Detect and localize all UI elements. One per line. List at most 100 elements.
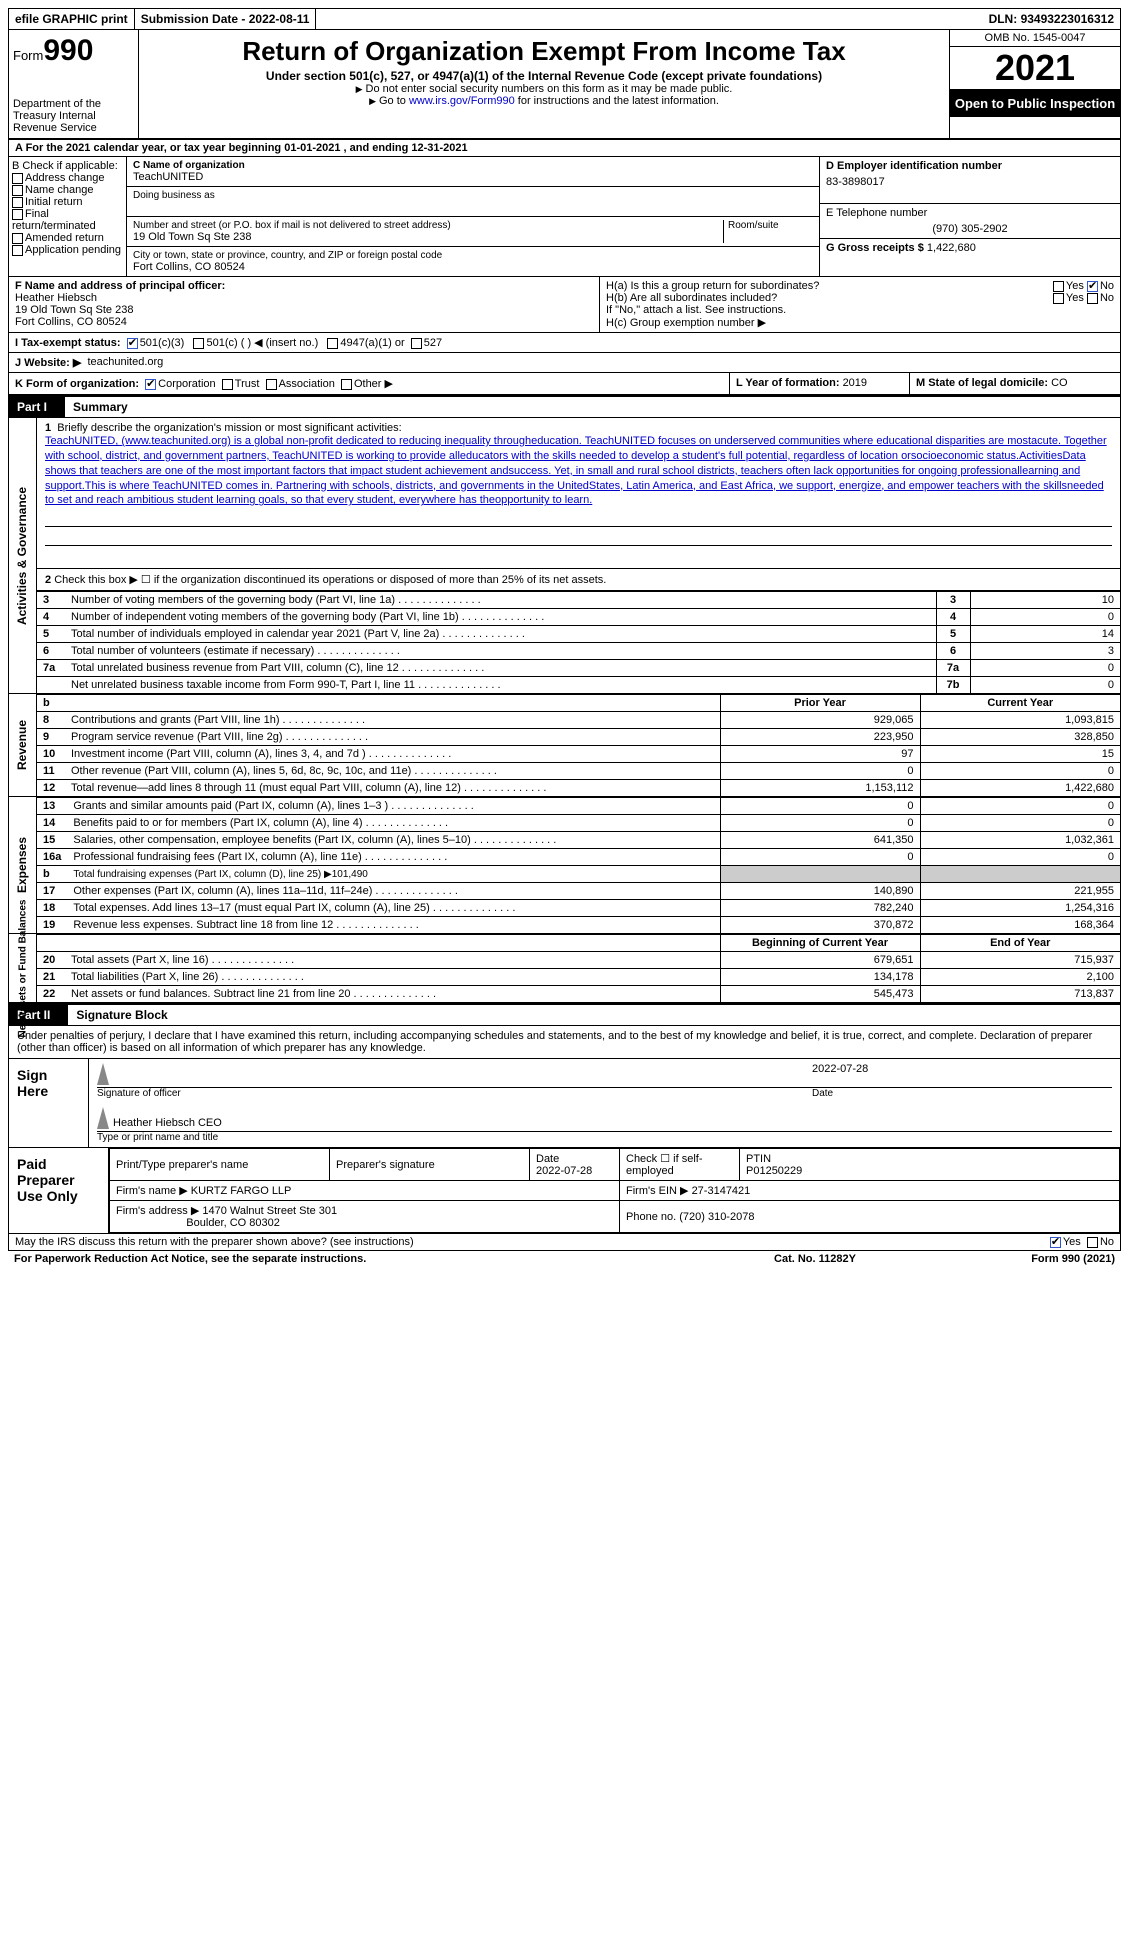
cb-name-change[interactable]: Name change bbox=[12, 184, 123, 196]
org-name-cell: C Name of organization TeachUNITED bbox=[127, 157, 819, 187]
header-mid: Return of Organization Exempt From Incom… bbox=[139, 30, 950, 138]
table-row: Firm's address ▶ 1470 Walnut Street Ste … bbox=[110, 1201, 1120, 1233]
net-tab: Net Assets or Fund Balances bbox=[9, 934, 37, 1002]
hb-yes[interactable]: Yes bbox=[1053, 292, 1084, 304]
header-right: OMB No. 1545-0047 2021 Open to Public In… bbox=[950, 30, 1120, 138]
cb-other[interactable]: Other ▶ bbox=[341, 378, 393, 390]
cb-corp[interactable]: Corporation bbox=[145, 378, 215, 390]
table-row: 15Salaries, other compensation, employee… bbox=[37, 832, 1120, 849]
firm-ein: 27-3147421 bbox=[692, 1185, 751, 1197]
discuss-yes[interactable]: Yes bbox=[1050, 1236, 1081, 1248]
dln: DLN: 93493223016312 bbox=[983, 9, 1120, 29]
table-row: 21Total liabilities (Part X, line 26)134… bbox=[37, 969, 1120, 986]
table-row: 9Program service revenue (Part VIII, lin… bbox=[37, 729, 1120, 746]
dba-cell: Doing business as bbox=[127, 187, 819, 217]
firm-phone: (720) 310-2078 bbox=[679, 1211, 754, 1223]
gov-table: 3Number of voting members of the governi… bbox=[37, 591, 1120, 693]
goto-note: Go to www.irs.gov/Form990 for instructio… bbox=[143, 95, 945, 107]
sign-date: 2022-07-28 bbox=[812, 1063, 1112, 1085]
gov-tab: Activities & Governance bbox=[9, 418, 37, 693]
ha-no[interactable]: No bbox=[1087, 280, 1114, 292]
submission-date: Submission Date - 2022-08-11 bbox=[135, 9, 317, 29]
declaration: Under penalties of perjury, I declare th… bbox=[9, 1026, 1120, 1059]
org-name: TeachUNITED bbox=[133, 171, 813, 183]
expenses-table: 13Grants and similar amounts paid (Part … bbox=[37, 797, 1120, 933]
table-row: 17Other expenses (Part IX, column (A), l… bbox=[37, 883, 1120, 900]
ein-cell: D Employer identification number 83-3898… bbox=[820, 157, 1120, 204]
firm-name: KURTZ FARGO LLP bbox=[191, 1185, 292, 1197]
paid-preparer: Paid Preparer Use Only Print/Type prepar… bbox=[9, 1147, 1120, 1233]
hb-no[interactable]: No bbox=[1087, 292, 1114, 304]
ssn-note: Do not enter social security numbers on … bbox=[143, 83, 945, 95]
section-bcd: B Check if applicable: Address change Na… bbox=[8, 157, 1121, 277]
open-inspection: Open to Public Inspection bbox=[950, 90, 1120, 117]
net-table: Beginning of Current YearEnd of Year20To… bbox=[37, 934, 1120, 1002]
table-row: 12Total revenue—add lines 8 through 11 (… bbox=[37, 780, 1120, 797]
revenue-tab: Revenue bbox=[9, 694, 37, 796]
city-state-zip: Fort Collins, CO 80524 bbox=[133, 261, 813, 273]
table-row: 11Other revenue (Part VIII, column (A), … bbox=[37, 763, 1120, 780]
irs-link[interactable]: www.irs.gov/Form990 bbox=[409, 95, 515, 107]
principal-officer: F Name and address of principal officer:… bbox=[9, 277, 600, 332]
table-row: 16aProfessional fundraising fees (Part I… bbox=[37, 849, 1120, 866]
mission-text: TeachUNITED, (www.teachunited.org) is a … bbox=[45, 434, 1112, 508]
cb-501c3[interactable]: 501(c)(3) bbox=[127, 337, 185, 349]
cb-final-return[interactable]: Final return/terminated bbox=[12, 208, 123, 232]
cb-501c[interactable]: 501(c) ( ) ◀ (insert no.) bbox=[193, 337, 318, 349]
table-row: 6Total number of volunteers (estimate if… bbox=[37, 643, 1120, 660]
discuss-no[interactable]: No bbox=[1087, 1236, 1114, 1248]
row-fh: F Name and address of principal officer:… bbox=[8, 277, 1121, 333]
address-cell: Number and street (or P.O. box if mail i… bbox=[127, 217, 819, 247]
city-cell: City or town, state or province, country… bbox=[127, 247, 819, 276]
cb-assoc[interactable]: Association bbox=[266, 378, 335, 390]
ein-value: 83-3898017 bbox=[826, 176, 1114, 188]
officer-name: Heather Hiebsch CEO bbox=[113, 1117, 222, 1129]
dept-treasury: Department of the Treasury Internal Reve… bbox=[13, 98, 134, 134]
table-row: 22Net assets or fund balances. Subtract … bbox=[37, 986, 1120, 1003]
revenue-table: bPrior YearCurrent Year8Contributions an… bbox=[37, 694, 1120, 796]
table-row: 8Contributions and grants (Part VIII, li… bbox=[37, 712, 1120, 729]
ptin: P01250229 bbox=[746, 1165, 802, 1177]
table-row: 7aTotal unrelated business revenue from … bbox=[37, 660, 1120, 677]
activities-governance: Activities & Governance 1 Briefly descri… bbox=[8, 418, 1121, 694]
table-row: 3Number of voting members of the governi… bbox=[37, 592, 1120, 609]
table-row: bTotal fundraising expenses (Part IX, co… bbox=[37, 866, 1120, 883]
cb-amended-return[interactable]: Amended return bbox=[12, 232, 123, 244]
table-row: Print/Type preparer's name Preparer's si… bbox=[110, 1149, 1120, 1181]
table-row: Net unrelated business taxable income fr… bbox=[37, 677, 1120, 694]
bottom-line: For Paperwork Reduction Act Notice, see … bbox=[8, 1251, 1121, 1267]
table-row: Firm's name ▶ KURTZ FARGO LLP Firm's EIN… bbox=[110, 1181, 1120, 1201]
table-row: 18Total expenses. Add lines 13–17 (must … bbox=[37, 900, 1120, 917]
cb-527[interactable]: 527 bbox=[411, 337, 442, 349]
row-klm: K Form of organization: Corporation Trus… bbox=[8, 373, 1121, 395]
expenses-section: Expenses 13Grants and similar amounts pa… bbox=[8, 797, 1121, 934]
table-row: 20Total assets (Part X, line 16)679,6517… bbox=[37, 952, 1120, 969]
mission-row: 1 Briefly describe the organization's mi… bbox=[37, 418, 1120, 569]
col-c-org-info: C Name of organization TeachUNITED Doing… bbox=[127, 157, 820, 276]
group-return: H(a) Is this a group return for subordin… bbox=[600, 277, 1120, 332]
table-row: bPrior YearCurrent Year bbox=[37, 695, 1120, 712]
website-url: teachunited.org bbox=[87, 356, 163, 369]
gross-receipts: 1,422,680 bbox=[927, 242, 976, 254]
row-i-tax-status: I Tax-exempt status: 501(c)(3) 501(c) ( … bbox=[8, 333, 1121, 353]
part1-header: Part I Summary bbox=[8, 395, 1121, 418]
gross-cell: G Gross receipts $ 1,422,680 bbox=[820, 239, 1120, 257]
form-subtitle: Under section 501(c), 527, or 4947(a)(1)… bbox=[143, 69, 945, 83]
header-left: Form990 Department of the Treasury Inter… bbox=[9, 30, 139, 138]
tax-year: 2021 bbox=[950, 47, 1120, 90]
ha-yes[interactable]: Yes bbox=[1053, 280, 1084, 292]
line2-checkbox: 2 Check this box ▶ ☐ if the organization… bbox=[37, 569, 1120, 591]
row-a-tax-year: A For the 2021 calendar year, or tax yea… bbox=[8, 140, 1121, 157]
form-header: Form990 Department of the Treasury Inter… bbox=[8, 30, 1121, 140]
table-row: 14Benefits paid to or for members (Part … bbox=[37, 815, 1120, 832]
cb-application-pending[interactable]: Application pending bbox=[12, 244, 123, 256]
cb-4947[interactable]: 4947(a)(1) or bbox=[327, 337, 404, 349]
form-title: Return of Organization Exempt From Incom… bbox=[143, 36, 945, 67]
signature-block: Under penalties of perjury, I declare th… bbox=[8, 1026, 1121, 1234]
efile-label: efile GRAPHIC print bbox=[9, 9, 135, 29]
cb-initial-return[interactable]: Initial return bbox=[12, 196, 123, 208]
cb-address-change[interactable]: Address change bbox=[12, 172, 123, 184]
sig-caret-icon bbox=[97, 1063, 109, 1085]
cb-trust[interactable]: Trust bbox=[222, 378, 260, 390]
col-b-checkboxes: B Check if applicable: Address change Na… bbox=[9, 157, 127, 276]
